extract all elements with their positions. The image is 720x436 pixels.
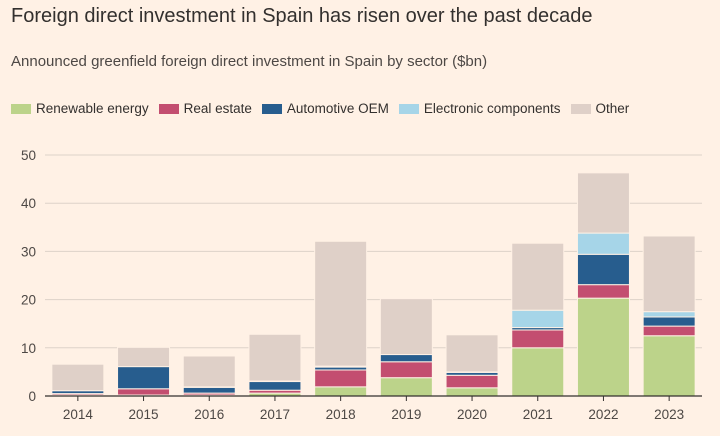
legend-label: Real estate [183,101,252,116]
bar-segment [51,363,105,392]
x-tick-label: 2014 [63,407,94,422]
x-axis-ticks: 2014 2015 2016 2017 2018 2019 2020 2021 2022 2023 [45,395,702,422]
x-tick-label: 2017 [260,407,290,422]
bar-segment [379,354,433,363]
y-tick-label: 0 [28,389,36,404]
bar-segment [445,387,499,397]
bar-segment [314,369,368,388]
legend-item-renewable-energy: Renewable energy [11,101,149,116]
bar-segment [117,388,171,396]
y-tick-label: 50 [21,148,36,163]
legend-swatch [158,103,179,114]
bars [51,172,696,397]
bar-segment [248,381,302,391]
legend-label: Other [595,101,630,116]
y-tick-label: 40 [21,196,36,211]
bar-segment [314,240,368,367]
x-tick-label: 2018 [326,407,356,422]
y-tick-label: 30 [21,244,36,259]
bar-segment [511,242,565,311]
x-tick-label: 2020 [457,407,487,422]
legend-item-automotive-oem: Automotive OEM [261,101,389,116]
legend-item-other: Other [570,101,630,116]
bar-segment [576,253,630,286]
legend-label: Electronic components [423,101,561,116]
bar-segment [182,386,236,394]
bar-segment [642,335,696,397]
bar-segment [117,346,171,368]
legend-swatch [11,103,31,114]
bar-segment [642,316,696,327]
bar-segment [445,374,499,389]
x-tick-label: 2016 [194,407,224,422]
legend-swatch [261,103,282,114]
legend-item-electronic-components: Electronic components [398,101,561,116]
bar-segment [248,333,302,382]
legend: Renewable energy Real estate Automotive … [11,101,639,116]
bar-segment [379,361,433,379]
bar-segment [511,329,565,349]
bar-segment [576,297,630,397]
y-axis-ticks: 0 10 20 30 40 50 [21,148,36,404]
legend-item-real-estate: Real estate [158,101,252,116]
y-tick-label: 20 [21,293,36,308]
y-tick-label: 10 [21,341,36,356]
bar-segment [576,172,630,234]
bar-segment [576,232,630,255]
bar-segment [642,311,696,318]
x-tick-label: 2021 [523,407,553,422]
legend-label: Automotive OEM [286,101,389,116]
bar-segment [642,325,696,337]
bar-segment [576,284,630,299]
bar-segment [314,386,368,397]
bar-segment [511,309,565,329]
bar-segment [642,235,696,313]
bar-segment [182,355,236,388]
legend-swatch [570,103,591,114]
bar-segment [379,298,433,356]
bar-segment [511,347,565,397]
chart-title: Foreign direct investment in Spain has r… [11,5,593,27]
x-tick-label: 2019 [391,407,421,422]
bar-segment [117,366,171,390]
bar-segment [379,377,433,397]
chart-subtitle: Announced greenfield foreign direct inve… [11,53,488,70]
x-tick-label: 2023 [654,407,684,422]
legend-swatch [398,103,419,114]
x-tick-label: 2022 [588,407,618,422]
x-tick-label: 2015 [129,407,159,422]
legend-label: Renewable energy [36,101,149,116]
bar-segment [445,334,499,373]
